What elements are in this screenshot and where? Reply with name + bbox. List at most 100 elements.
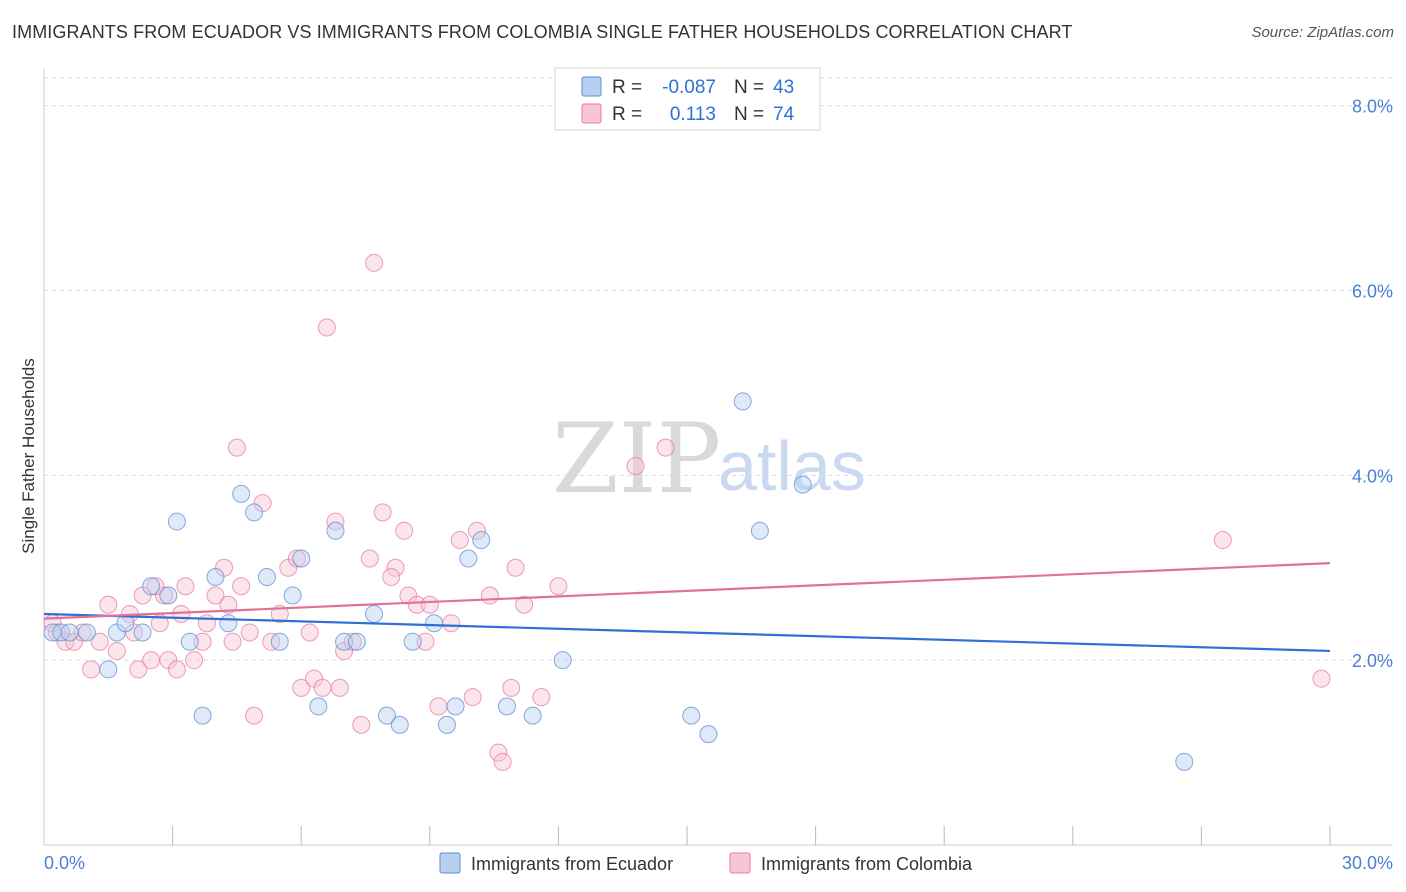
legend-r-label-colombia: R = (612, 104, 642, 125)
point-ecuador (472, 531, 491, 550)
point-ecuador (270, 632, 289, 651)
source-credit: Source: ZipAtlas.com (1251, 24, 1394, 41)
point-colombia (313, 678, 332, 697)
bottom-legend-swatch-ecuador (439, 852, 461, 874)
point-colombia (489, 743, 508, 762)
point-colombia (386, 558, 405, 577)
point-ecuador (245, 503, 264, 522)
point-colombia (549, 577, 568, 596)
point-colombia (292, 678, 311, 697)
point-colombia (429, 697, 448, 716)
point-ecuador (523, 706, 542, 725)
point-ecuador (77, 623, 96, 642)
point-colombia (1312, 669, 1331, 688)
y-tick-labels: 2.0% 4.0% 6.0% 8.0% (1352, 97, 1393, 671)
point-ecuador (335, 632, 354, 651)
point-colombia (287, 549, 306, 568)
point-ecuador (459, 549, 478, 568)
x-axis-ticks (172, 826, 1331, 845)
point-ecuador (446, 697, 465, 716)
x-tick-label-min: 0.0% (44, 853, 85, 873)
point-ecuador (425, 614, 444, 633)
point-colombia (1213, 531, 1232, 550)
point-colombia (73, 623, 92, 642)
y-axis-label: Single Father Households (19, 358, 38, 554)
legend-n-label-colombia: N = (734, 104, 764, 125)
point-ecuador (497, 697, 516, 716)
point-ecuador (1175, 752, 1194, 771)
point-colombia (467, 521, 486, 540)
legend-n-value-colombia: 74 (773, 104, 795, 125)
correlation-legend: R = -0.087 N = 43 R = 0.113 N = 74 (554, 67, 821, 131)
point-colombia (240, 623, 259, 642)
point-colombia (142, 651, 161, 670)
point-colombia (352, 715, 371, 734)
legend-n-value-ecuador: 43 (773, 77, 794, 98)
point-colombia (502, 678, 521, 697)
series-ecuador-points (43, 392, 1194, 771)
point-colombia (330, 678, 349, 697)
point-colombia (480, 586, 499, 605)
series-colombia-points (43, 253, 1331, 771)
point-ecuador (257, 568, 276, 587)
point-ecuador (733, 392, 752, 411)
point-colombia (326, 512, 345, 531)
point-colombia (129, 660, 148, 679)
legend-n-label-ecuador: N = (734, 77, 764, 98)
point-ecuador (99, 660, 118, 679)
point-colombia (360, 549, 379, 568)
point-ecuador (206, 568, 225, 587)
point-colombia (219, 595, 238, 614)
point-colombia (365, 253, 384, 272)
colombia-trend-line (43, 562, 1331, 620)
bottom-legend-swatch-colombia (729, 852, 751, 874)
point-ecuador (60, 623, 79, 642)
point-ecuador (682, 706, 701, 725)
point-ecuador (309, 697, 328, 716)
point-colombia (185, 651, 204, 670)
x-tick-label-max: 30.0% (1342, 853, 1393, 873)
point-colombia (107, 641, 126, 660)
point-ecuador (180, 632, 199, 651)
point-ecuador (750, 521, 769, 540)
legend-swatch-colombia (581, 103, 602, 124)
watermark-atlas: atlas (718, 427, 866, 505)
point-colombia (382, 568, 401, 587)
y-tick-label: 6.0% (1352, 282, 1393, 302)
point-colombia (150, 614, 169, 633)
legend-swatch-ecuador (581, 76, 602, 97)
point-ecuador (326, 521, 345, 540)
bottom-legend-label-ecuador: Immigrants from Ecuador (471, 854, 673, 874)
point-ecuador (219, 614, 238, 633)
legend-r-value-ecuador: -0.087 (662, 77, 716, 98)
gridlines (44, 77, 1392, 661)
point-ecuador (365, 604, 384, 623)
point-ecuador (159, 586, 178, 605)
point-colombia (197, 614, 216, 633)
point-ecuador (699, 725, 718, 744)
point-colombia (656, 438, 675, 457)
point-colombia (232, 577, 251, 596)
point-colombia (416, 632, 435, 651)
y-tick-label: 8.0% (1352, 97, 1393, 117)
point-colombia (532, 688, 551, 707)
legend-r-value-colombia: 0.113 (670, 104, 716, 125)
point-ecuador (283, 586, 302, 605)
point-colombia (493, 752, 512, 771)
point-colombia (626, 457, 645, 476)
point-colombia (373, 503, 392, 522)
point-ecuador (292, 549, 311, 568)
bottom-legend-label-colombia: Immigrants from Colombia (761, 854, 973, 874)
point-colombia (270, 604, 289, 623)
point-colombia (227, 438, 246, 457)
point-colombia (245, 706, 264, 725)
y-tick-label: 4.0% (1352, 466, 1393, 486)
point-ecuador (347, 632, 366, 651)
point-ecuador (390, 715, 409, 734)
point-colombia (395, 521, 414, 540)
point-colombia (99, 595, 118, 614)
point-ecuador (167, 512, 186, 531)
legend-r-label-ecuador: R = (612, 77, 642, 98)
point-colombia (442, 614, 461, 633)
